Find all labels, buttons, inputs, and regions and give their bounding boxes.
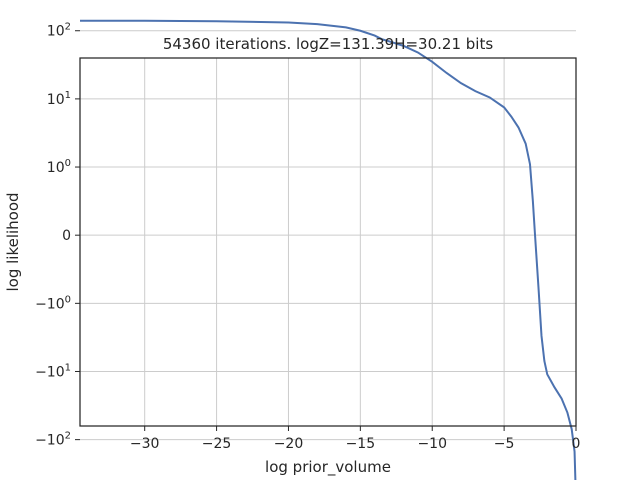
y-tick-label: −102 [35, 431, 71, 449]
x-tick-label: 0 [572, 436, 581, 452]
x-tick-label: −15 [346, 436, 376, 452]
x-tick-label: −30 [130, 436, 160, 452]
series-line [80, 19, 577, 480]
x-tick-label: −10 [417, 436, 447, 452]
x-axis-ticks: −30 −25 −20 −15 −10 −5 0 [130, 426, 581, 452]
x-tick-label: −5 [494, 436, 515, 452]
y-tick-label: −100 [35, 294, 71, 312]
x-tick-label: −25 [202, 436, 232, 452]
x-axis-label: log prior_volume [265, 458, 391, 477]
y-tick-label: 101 [47, 90, 71, 108]
y-axis-ticks: 102 101 100 0 −100 −101 −102 [35, 22, 80, 449]
y-axis-label: log likelihood [4, 192, 22, 291]
y-tick-label: 102 [47, 22, 71, 40]
chart-title: 54360 iterations. logZ=131.39H=30.21 bit… [163, 35, 494, 53]
grid-lines [80, 30, 577, 441]
y-tick-label: 100 [47, 158, 71, 176]
y-tick-label: −101 [35, 362, 71, 380]
x-tick-label: −20 [274, 436, 304, 452]
y-tick-label: 0 [62, 228, 71, 244]
plot-area-frame [79, 57, 577, 427]
